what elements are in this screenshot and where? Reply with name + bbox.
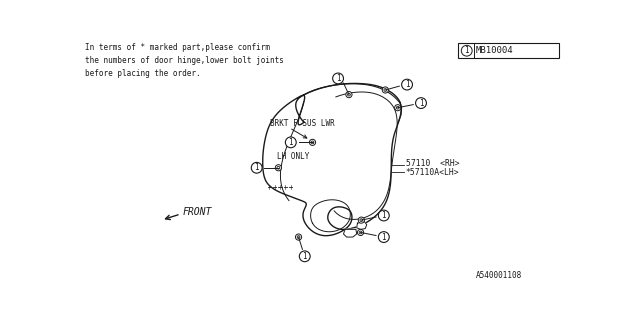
Polygon shape [356,222,367,229]
Bar [458,43,559,59]
Circle shape [346,92,352,98]
Text: 1: 1 [336,74,340,83]
Polygon shape [344,229,356,237]
Text: 57110  <RH>: 57110 <RH> [406,159,459,168]
Text: 1: 1 [381,211,386,220]
Text: A540001108: A540001108 [476,271,522,280]
Circle shape [402,79,412,90]
Text: BRKT F SUS LWR: BRKT F SUS LWR [270,119,335,128]
Text: *57110A<LH>: *57110A<LH> [406,168,459,177]
Text: 1: 1 [419,99,423,108]
Circle shape [358,229,364,236]
Text: 1: 1 [404,80,410,89]
Text: 1: 1 [303,252,307,261]
Circle shape [309,139,316,145]
Circle shape [333,73,344,84]
Circle shape [252,162,262,173]
Polygon shape [262,84,401,236]
Text: 1: 1 [254,163,259,172]
Text: MB10004: MB10004 [476,46,514,55]
Circle shape [378,232,389,243]
Circle shape [285,137,296,148]
Circle shape [395,105,401,111]
Text: In terms of * marked part,please confirm
the numbers of door hinge,lower bolt jo: In terms of * marked part,please confirm… [84,43,284,78]
Text: FRONT: FRONT [182,207,212,217]
Text: 1: 1 [289,138,293,147]
Circle shape [378,210,389,221]
Text: 1: 1 [381,233,386,242]
Text: LH ONLY: LH ONLY [277,152,309,161]
Circle shape [358,217,364,223]
Text: 1: 1 [465,46,469,55]
Circle shape [300,251,310,262]
Circle shape [415,98,426,108]
Circle shape [296,234,301,240]
Circle shape [382,87,388,93]
Circle shape [275,165,282,171]
